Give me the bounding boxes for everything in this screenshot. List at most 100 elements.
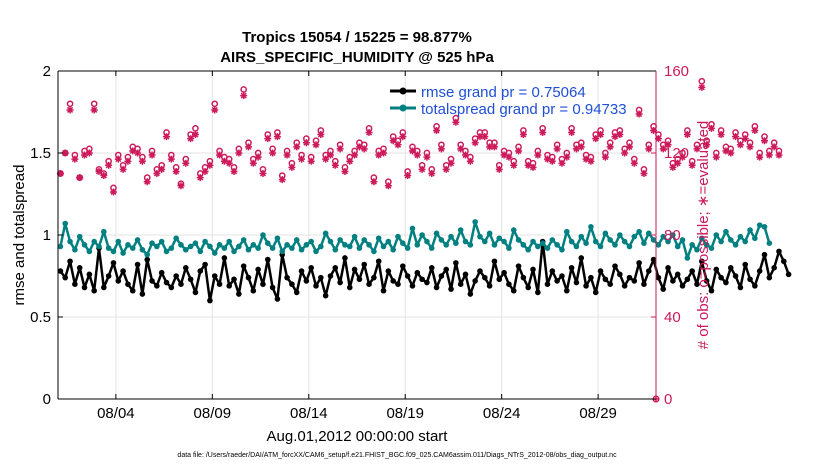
point-0-110: [588, 274, 594, 281]
y-left-tick-label-1: 0.5: [30, 309, 51, 326]
point-1-119: [631, 233, 638, 240]
point-1-82: [453, 240, 459, 246]
point-0-109: [583, 283, 589, 289]
point-3-75: [418, 165, 426, 173]
point-1-108: [578, 233, 585, 240]
point-1-110: [588, 224, 594, 230]
point-1-139: [727, 237, 734, 243]
point-3-5: [81, 151, 89, 159]
point-1-38: [240, 237, 247, 243]
point-2-133: [698, 77, 706, 85]
point-1-57: [332, 246, 339, 253]
point-1-61: [351, 233, 358, 240]
point-1-89: [486, 230, 493, 237]
point-0-82: [453, 260, 459, 266]
point-1-23: [168, 245, 175, 251]
point-3-29: [196, 174, 204, 182]
point-0-72: [404, 273, 411, 279]
point-1-66: [375, 235, 382, 242]
point-1-103: [554, 242, 560, 248]
point-3-70: [394, 141, 402, 149]
point-3-57: [331, 161, 339, 169]
point-0-57: [332, 265, 339, 271]
legend-label-rmse: rmse grand pr = 0.75064: [421, 84, 586, 101]
point-3-34: [220, 157, 228, 165]
point-1-84: [462, 238, 469, 245]
point-1-137: [718, 238, 724, 245]
point-0-133: [699, 258, 705, 265]
point-1-92: [501, 238, 507, 245]
point-0-144: [752, 283, 758, 289]
point-1-96: [520, 242, 527, 248]
point-3-67: [380, 149, 388, 157]
point-1-12: [115, 238, 122, 245]
series-line-0: [59, 240, 790, 302]
point-3-71: [399, 133, 407, 141]
point-3-11: [109, 188, 117, 196]
point-1-107: [573, 243, 580, 250]
point-3-113: [601, 153, 609, 161]
point-3-98: [529, 163, 537, 171]
point-3-108: [577, 143, 585, 151]
point-0-52: [308, 265, 314, 271]
point-0-35: [226, 283, 233, 289]
point-3-121: [640, 170, 648, 177]
point-3-141: [736, 141, 744, 149]
point-0-41: [255, 266, 261, 273]
point-3-68: [384, 182, 392, 190]
point-1-138: [723, 228, 729, 235]
point-3-72: [404, 172, 412, 180]
point-0-120: [636, 260, 642, 266]
point-1-102: [549, 237, 556, 243]
point-0-39: [245, 274, 252, 281]
point-1-3: [72, 246, 78, 253]
point-1-34: [221, 245, 228, 251]
point-1-40: [250, 242, 257, 248]
y-left-tick-label-2: 1: [43, 227, 51, 244]
point-1-44: [269, 245, 276, 251]
point-0-113: [602, 276, 609, 283]
point-1-41: [255, 245, 261, 251]
series-3: [56, 83, 783, 196]
point-0-2: [67, 258, 73, 265]
point-1-62: [356, 245, 363, 251]
point-0-132: [694, 281, 700, 288]
point-0-23: [168, 284, 175, 291]
x-tick-label-4: 08/24: [483, 405, 521, 422]
point-1-37: [236, 243, 242, 250]
point-3-122: [645, 145, 653, 153]
point-1-26: [182, 246, 189, 253]
point-1-100: [539, 240, 546, 246]
point-3-27: [187, 135, 195, 143]
point-1-16: [134, 237, 141, 243]
point-3-130: [683, 131, 691, 139]
point-1-58: [337, 237, 343, 243]
point-3-77: [428, 170, 436, 177]
point-1-32: [211, 250, 218, 256]
point-0-147: [766, 274, 773, 281]
point-0-5: [81, 284, 88, 291]
point-0-68: [385, 268, 392, 274]
point-3-93: [505, 153, 513, 161]
point-3-114: [606, 143, 614, 151]
point-0-141: [737, 284, 744, 291]
point-1-68: [385, 238, 392, 245]
point-1-98: [530, 238, 536, 245]
point-0-81: [448, 286, 454, 292]
point-0-70: [395, 281, 401, 288]
point-2-28: [192, 125, 199, 132]
point-1-70: [395, 233, 401, 240]
point-0-33: [216, 281, 223, 288]
point-1-18: [144, 251, 151, 258]
point-0-142: [742, 261, 749, 268]
point-3-37: [235, 149, 243, 157]
point-0-34: [221, 255, 228, 261]
point-1-105: [563, 228, 570, 235]
point-0-0: [57, 268, 64, 274]
point-1-39: [245, 246, 252, 253]
point-1-71: [400, 240, 406, 246]
point-0-30: [202, 261, 208, 268]
point-0-19: [149, 278, 155, 284]
point-0-11: [110, 260, 117, 266]
x-tick-label-5: 08/29: [579, 405, 617, 422]
